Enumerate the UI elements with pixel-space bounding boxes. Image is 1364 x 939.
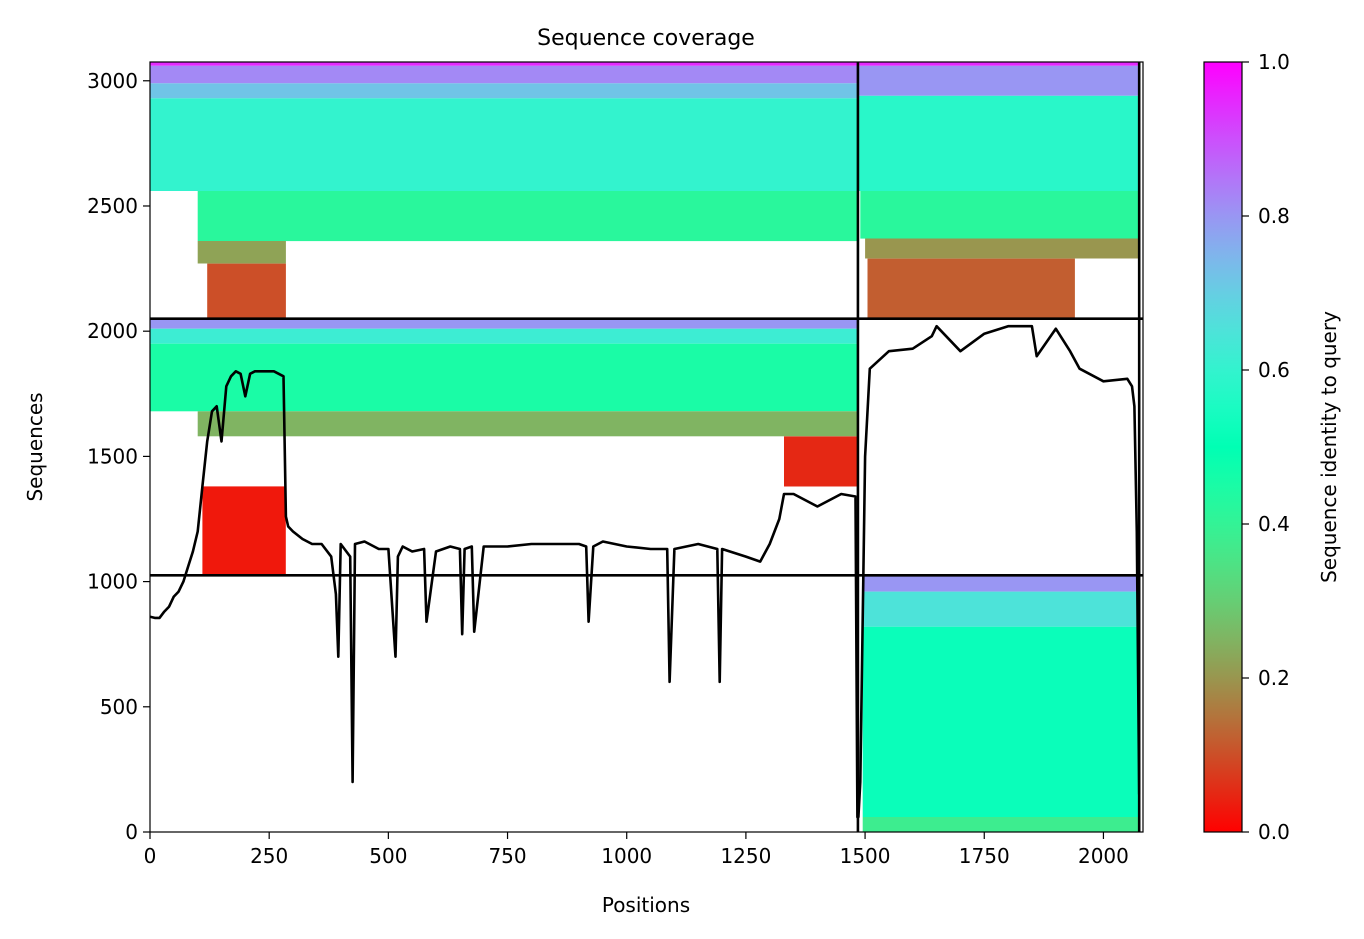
colorbar-label: Sequence identity to query [1317,311,1341,583]
heatmap-row [150,65,858,84]
y-tick-label: 0 [125,820,138,844]
y-axis-ticks: 0 500 1000 1500 2000 2500 3000 [87,69,150,844]
heatmap-row [862,626,1140,817]
heatmap-row [867,258,1075,319]
heatmap-row [150,62,858,66]
heatmap-row [150,318,858,329]
heatmap-row [784,436,858,487]
heatmap-row [857,62,1140,66]
x-tick-label: 2000 [1078,844,1129,868]
heatmap-row [202,486,286,576]
y-tick-label: 1000 [87,570,138,594]
colorbar-tick-label: 0.4 [1258,512,1290,536]
coverage-line [150,324,1141,819]
colorbar-tick-label: 0.6 [1258,358,1290,382]
y-tick-label: 3000 [87,69,138,93]
x-tick-label: 1750 [959,844,1010,868]
y-tick-label: 2500 [87,194,138,218]
x-tick-label: 750 [488,844,526,868]
colorbar-tick-label: 0.8 [1258,204,1290,228]
heatmap-row [150,328,858,344]
x-tick-label: 1250 [720,844,771,868]
heatmap-row [857,65,1140,96]
colorbar [1203,61,1243,833]
colorbar-tick-label: 0.2 [1258,666,1290,690]
heatmap-row [857,95,1140,191]
x-tick-label: 1000 [601,844,652,868]
y-tick-label: 500 [100,695,138,719]
y-axis-label: Sequences [23,392,47,501]
heatmap-row [150,83,858,99]
heatmap-row [865,238,1140,259]
heatmap-row [197,241,286,264]
heatmap-row [197,191,858,242]
heatmap-row [197,411,858,437]
heatmap-row [862,575,1140,592]
x-tick-label: 0 [144,844,157,868]
heatmap-row [862,817,1140,832]
coverage-heatmap [150,62,1140,832]
heatmap-row [862,591,1140,627]
colorbar-tick-label: 1.0 [1258,50,1290,74]
x-axis-ticks: 0 250 500 750 1000 1250 1500 1750 2000 [144,832,1129,868]
x-tick-label: 500 [369,844,407,868]
x-tick-label: 250 [250,844,288,868]
heatmap-row [207,263,286,319]
heatmap-row [150,98,858,191]
chart-title: Sequence coverage [537,26,755,51]
y-tick-label: 2000 [87,319,138,343]
heatmap-row [860,191,1140,239]
colorbar-ticks: 0.0 0.2 0.4 0.6 0.8 1.0 [1242,50,1290,844]
heatmap-row [150,343,858,412]
y-tick-label: 1500 [87,444,138,468]
x-tick-label: 1500 [840,844,891,868]
colorbar-tick-label: 0.0 [1258,820,1290,844]
plot-frame [149,61,1144,833]
x-axis-label: Positions [602,893,690,917]
